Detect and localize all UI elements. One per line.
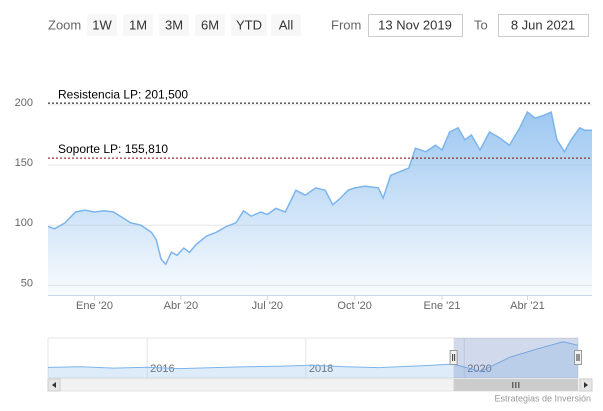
range-button-label[interactable]: 6M	[201, 17, 219, 32]
range-button[interactable]	[159, 14, 189, 36]
plot-line-label: Soporte LP: 155,810	[58, 142, 168, 156]
navigator-handle[interactable]	[449, 350, 458, 365]
navigator-tick-label: 2020	[467, 363, 491, 375]
from-label: From	[331, 17, 361, 32]
navigator-frame	[47, 337, 579, 379]
x-tick-label: Jul '20	[252, 300, 283, 312]
credits[interactable]: Estrategias de Inversión	[494, 393, 591, 403]
area-fill	[48, 112, 592, 295]
navigator-mask[interactable]	[453, 338, 578, 378]
range-button-label[interactable]: All	[279, 17, 294, 32]
from-input[interactable]	[368, 14, 463, 37]
zoom-label: Zoom	[48, 17, 81, 32]
range-button[interactable]	[231, 14, 267, 36]
range-button-label[interactable]: 3M	[165, 17, 183, 32]
plot-line-label: Resistencia LP: 201,500	[58, 87, 188, 101]
navigator-tick-label: 2016	[150, 363, 174, 375]
x-tick-label: Ene '21	[424, 300, 461, 312]
range-button[interactable]	[87, 14, 117, 36]
scrollbar-grip	[512, 382, 520, 388]
arrow	[584, 382, 588, 388]
y-tick-label: 100	[15, 217, 33, 229]
x-tick-label: Ene '20	[76, 300, 113, 312]
range-button[interactable]	[123, 14, 153, 36]
x-tick-label: Oct '20	[337, 300, 372, 312]
arrow	[52, 382, 56, 388]
range-button[interactable]	[195, 14, 225, 36]
to-value[interactable]: 8 Jun 2021	[511, 17, 575, 32]
navigator-handle[interactable]	[574, 350, 582, 365]
to-label: To	[474, 17, 488, 32]
price-line	[47, 110, 592, 266]
range-button-label[interactable]: 1W	[92, 17, 112, 32]
x-tick-label: Abr '21	[510, 300, 545, 312]
y-tick-label: 200	[15, 97, 33, 109]
range-button-label[interactable]: YTD	[236, 17, 262, 32]
y-tick-label: 50	[21, 277, 33, 289]
range-button-label[interactable]: 1M	[129, 17, 147, 32]
navigator-line	[47, 341, 579, 372]
x-tick-label: Abr '20	[164, 300, 199, 312]
from-value[interactable]: 13 Nov 2019	[378, 17, 452, 32]
y-tick-label: 150	[15, 157, 33, 169]
to-input[interactable]	[498, 14, 589, 37]
range-button[interactable]	[271, 14, 301, 36]
